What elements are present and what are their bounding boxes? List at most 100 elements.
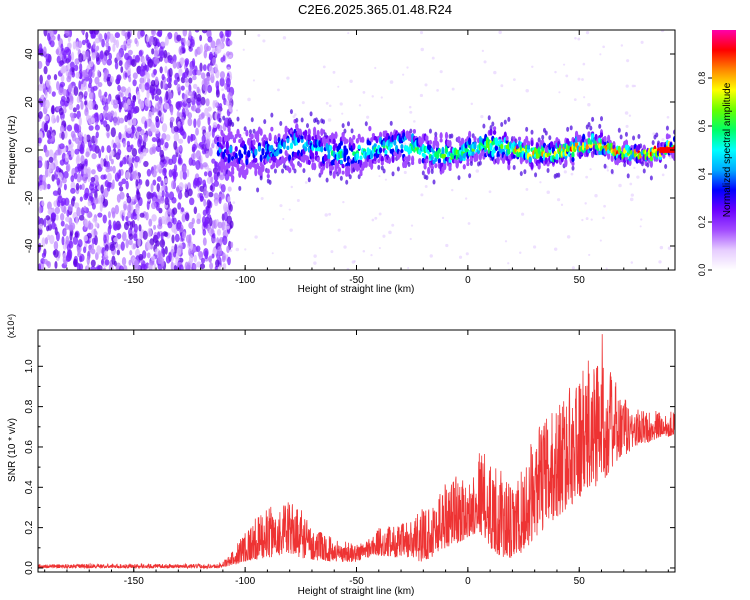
snr-y-axis-label: SNR (10 * v/v) xyxy=(7,418,18,482)
snr-y-tick-label: 1.0 xyxy=(24,359,35,373)
spectrogram-cell xyxy=(286,138,290,144)
spectrogram-cell xyxy=(139,77,145,84)
spectrogram-cell xyxy=(168,169,173,178)
spectrogram-cell xyxy=(407,154,411,162)
spectrogram-cell xyxy=(79,143,84,154)
spectrogram-cell xyxy=(225,100,230,106)
spectrogram-cell xyxy=(49,234,55,245)
spectrogram-cell xyxy=(336,163,340,169)
spectrogram-cell xyxy=(138,134,143,145)
spectrogram-cell xyxy=(80,100,84,110)
spectrogram-cell xyxy=(577,37,581,41)
spectrogram-cell xyxy=(200,112,205,119)
spectrogram-cell xyxy=(525,126,529,132)
spectrogram-cell xyxy=(125,180,129,190)
spectrogram-cell xyxy=(526,143,531,150)
spectrogram-cell xyxy=(165,134,171,142)
spectrogram-cell xyxy=(172,54,177,63)
spectrogram-cell xyxy=(466,157,470,163)
spectrogram-cell xyxy=(212,121,218,129)
spectrogram-cell xyxy=(488,190,492,194)
spectrogram-cell xyxy=(445,243,449,248)
spectrogram-cell xyxy=(268,179,272,185)
spectrogram-cell xyxy=(64,223,69,231)
spectrogram-cell xyxy=(196,218,201,225)
spectrogram-x-tick-label: 0 xyxy=(465,275,471,286)
spectrogram-cell xyxy=(56,115,60,123)
spectrogram-cell xyxy=(222,115,226,121)
spectrogram-cell xyxy=(90,259,96,267)
colorbar-tick-label: 0.0 xyxy=(697,264,707,277)
spectrogram-cell xyxy=(475,169,480,173)
spectrogram-cell xyxy=(667,246,672,250)
spectrogram-cell xyxy=(73,172,78,180)
spectrogram-cell xyxy=(247,149,251,158)
spectrogram-cell xyxy=(143,160,149,168)
spectrogram-cell xyxy=(125,171,131,180)
spectrogram-cell xyxy=(270,112,274,118)
spectrogram-cell xyxy=(541,134,545,140)
spectrogram-cell xyxy=(145,72,150,80)
spectrogram-cell xyxy=(67,54,72,63)
spectrogram-cell xyxy=(410,224,414,227)
spectrogram-cell xyxy=(54,206,61,215)
spectrogram-cell xyxy=(220,145,224,150)
spectrogram-cell xyxy=(131,170,135,180)
spectrogram-cell xyxy=(409,237,412,241)
spectrogram-cell xyxy=(252,139,256,146)
spectrogram-cell xyxy=(259,175,263,181)
spectrogram-cell xyxy=(494,145,498,151)
spectrogram-cell xyxy=(110,158,114,165)
spectrogram-cell xyxy=(332,138,336,145)
spectrogram-cell xyxy=(158,252,164,259)
spectrogram-cell xyxy=(364,121,368,127)
spectrogram-cell xyxy=(407,161,411,167)
spectrogram-cell xyxy=(50,105,55,115)
spectrogram-cell xyxy=(199,185,205,192)
spectrogram-cell xyxy=(221,88,224,92)
spectrogram-cell xyxy=(106,172,112,182)
spectrogram-cell xyxy=(113,237,119,243)
spectrogram-cell xyxy=(126,140,131,148)
spectrogram-cell xyxy=(190,133,196,141)
spectrogram-cell xyxy=(160,232,164,241)
spectrogram-cell xyxy=(65,216,71,222)
spectrogram-cell xyxy=(51,91,56,97)
spectrogram-x-tick-label: -50 xyxy=(349,275,364,286)
spectrogram-cell xyxy=(58,60,63,67)
spectrogram-cell xyxy=(406,66,409,69)
spectrogram-cell xyxy=(307,134,311,141)
spectrogram-cell xyxy=(585,144,589,150)
spectrogram-cell xyxy=(55,165,60,173)
spectrogram-cell xyxy=(649,175,653,181)
snr-x-tick-label: -100 xyxy=(235,576,255,587)
spectrogram-cell xyxy=(146,168,152,177)
spectrogram-cell xyxy=(83,205,87,212)
spectrogram-cell xyxy=(97,212,103,218)
spectrogram-cell xyxy=(325,163,329,169)
spectrogram-cell xyxy=(378,246,381,250)
spectrogram-cell xyxy=(51,114,56,124)
spectrogram-cell xyxy=(118,265,124,270)
spectrogram-cell xyxy=(473,141,477,150)
spectrogram-cell xyxy=(211,253,215,259)
spectrogram-cell xyxy=(366,115,370,119)
spectrogram-cell xyxy=(439,138,443,143)
spectrogram-cell xyxy=(187,117,193,127)
spectrogram-cell xyxy=(355,138,359,144)
spectrogram-cell xyxy=(88,77,93,85)
spectrogram-cell xyxy=(131,147,138,157)
spectrogram-cell xyxy=(39,74,43,85)
spectrogram-cell xyxy=(90,265,96,270)
spectrogram-cell xyxy=(160,80,164,90)
spectrogram-cell xyxy=(79,184,83,190)
spectrogram-cell xyxy=(619,134,623,140)
spectrogram-cell xyxy=(243,145,247,152)
spectrogram-cell xyxy=(214,160,218,170)
spectrogram-cell xyxy=(85,151,90,158)
spectrogram-cell xyxy=(113,142,117,150)
spectrogram-cell xyxy=(153,57,160,65)
spectrogram-cell xyxy=(60,220,65,227)
spectrogram-cell xyxy=(250,117,254,123)
spectrogram-cell xyxy=(67,62,71,71)
